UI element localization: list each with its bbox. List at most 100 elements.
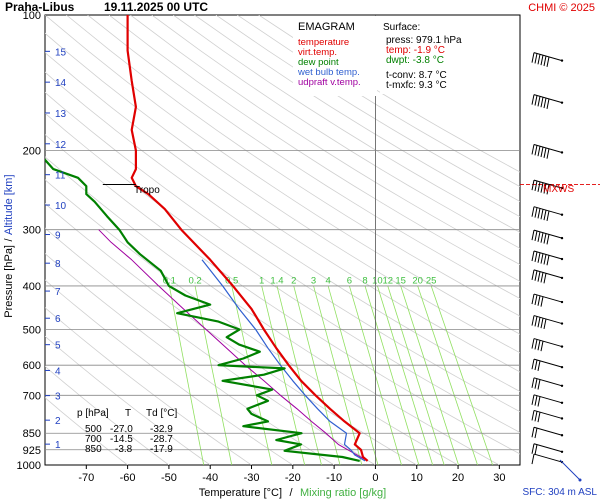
wind-barb-feather [537, 340, 541, 351]
wind-barb-feather [534, 316, 538, 327]
wind-barb-feather [537, 379, 541, 390]
wind-barb-staff [533, 315, 563, 325]
wind-barb-staff [533, 394, 563, 404]
wind-barb-feather [540, 55, 544, 66]
mixing-ratio-label: 20 [412, 275, 423, 286]
wind-barb-feather [534, 53, 538, 64]
mixing-ratio-label: 4 [325, 275, 330, 286]
wind-barb-feather [531, 410, 535, 421]
altitude-tick-label: 9 [55, 231, 61, 242]
wind-barb-feather [546, 234, 550, 245]
wind-barb-dot [560, 186, 564, 190]
wind-barb-feather [546, 56, 550, 67]
surface-temp: temp: -1.9 °C [386, 45, 445, 56]
mixing-ratio-line [387, 285, 445, 465]
wind-barb-dot [560, 59, 564, 62]
wind-barb-feather [537, 181, 541, 192]
wind-barb [531, 453, 564, 465]
wind-barb-feather [540, 272, 544, 283]
mixing-ratio-label: 25 [426, 275, 437, 286]
wind-barb [531, 52, 564, 67]
wind-barb-staff [533, 52, 563, 62]
wind-barb-dot [560, 384, 564, 387]
wind-barb-feather [534, 339, 538, 350]
surface-tmxfc: t-mxfc: 9.3 °C [386, 80, 447, 91]
temperature-tick-label: 0 [372, 472, 378, 484]
wind-barb-feather [534, 145, 538, 156]
wind-barb [531, 179, 564, 195]
altitude-tick-label: 7 [55, 287, 61, 298]
table-header-td: Td [°C] [146, 408, 177, 419]
temperature-tick-label: 10 [411, 472, 423, 484]
mixing-ratio-line [194, 285, 233, 465]
table-cell: -32.9 [150, 424, 173, 435]
mixing-ratio-label: 12 [382, 275, 393, 286]
wind-barb-feather [534, 427, 538, 439]
surface-pressure: press: 979.1 hPa [386, 35, 462, 46]
altitude-tick-label: 15 [55, 47, 67, 58]
wind-barb [531, 315, 564, 330]
wind-barb-feather [540, 296, 544, 307]
wind-barb-feather [531, 250, 535, 262]
x-axis-label-mixing: Mixing ratio [g/kg] [300, 487, 386, 499]
pressure-tick-label: 500 [23, 325, 41, 337]
wind-barb-feather [531, 394, 535, 405]
pressure-tick-label: 700 [23, 390, 41, 402]
sfc-label: SFC: 304 m ASL [523, 487, 598, 498]
wind-barb-dot [560, 322, 564, 325]
wind-barb-dot [560, 101, 564, 104]
dry-adiabat-line [87, 15, 520, 300]
wind-barb-staff [533, 443, 563, 453]
dry-adiabat-line [130, 15, 520, 266]
wind-barb [531, 94, 564, 109]
axes-ticks: 1002003004005006007008509251000123456789… [17, 10, 506, 484]
wind-barb-feather [534, 207, 538, 218]
wind-barb [531, 229, 564, 245]
wind-barb [531, 250, 564, 266]
datetime-title: 19.11.2025 00 UTC [104, 0, 208, 14]
x-axis-label: Temperature [°C] / Mixing ratio [g/kg] [199, 487, 386, 499]
wind-barb-feather [531, 315, 535, 326]
summary-table: p [hPa] T Td [°C] 500 -27.0 -32.9 700 -1… [77, 408, 177, 455]
series-wet-bulb-temp-line [201, 259, 366, 462]
wind-barb-dot [560, 434, 564, 437]
wind-barb-feather [531, 144, 535, 155]
wind-barb-feather [537, 360, 541, 371]
wind-barb-feather [534, 251, 538, 262]
wind-barb-feather [537, 252, 541, 263]
wind-barb-staff [533, 229, 563, 239]
pressure-tick-label: 925 [23, 445, 41, 457]
mixing-ratio-label: 2 [291, 275, 296, 286]
pressure-tick-label: 1000 [17, 460, 41, 472]
series-udpraft-v-temp-line [98, 229, 368, 462]
surface-title: Surface: [383, 22, 420, 33]
wind-barb-feather [531, 427, 535, 438]
altitude-tick-label: 5 [55, 341, 61, 352]
legend-title: EMAGRAM [298, 21, 355, 33]
wind-barb-feather [543, 273, 547, 284]
mixing-ratio-label: 1.4 [270, 275, 283, 286]
wind-barb [531, 377, 564, 390]
wind-barb [531, 269, 564, 284]
mixing-ratio-label: 8 [362, 275, 367, 286]
wind-barb [531, 426, 564, 439]
wind-barb-feather [537, 146, 541, 157]
altitude-tick-label: 8 [55, 259, 61, 270]
wind-barb-feather [543, 210, 547, 221]
temperature-tick-label: 30 [493, 472, 505, 484]
wind-barb-feather [531, 179, 535, 191]
temperature-tick-label: -20 [285, 472, 301, 484]
x-axis-label-temperature: Temperature [°C] [199, 487, 282, 499]
mixing-ratio-label: 10 [372, 275, 383, 286]
wind-barb-feather [540, 318, 544, 329]
table-cell: 700 [85, 434, 102, 445]
mixing-ratio-label: 1 [259, 275, 264, 286]
wind-barb-feather [540, 146, 544, 158]
wind-barb-feather [540, 341, 544, 352]
wind-barb-feather [534, 270, 538, 281]
wind-barb-staff [533, 453, 563, 463]
wind-barb-staff [533, 269, 563, 279]
altitude-tick-label: 10 [55, 201, 67, 212]
wind-barb-staff [533, 338, 563, 348]
altitude-tick-label: 3 [55, 392, 61, 403]
